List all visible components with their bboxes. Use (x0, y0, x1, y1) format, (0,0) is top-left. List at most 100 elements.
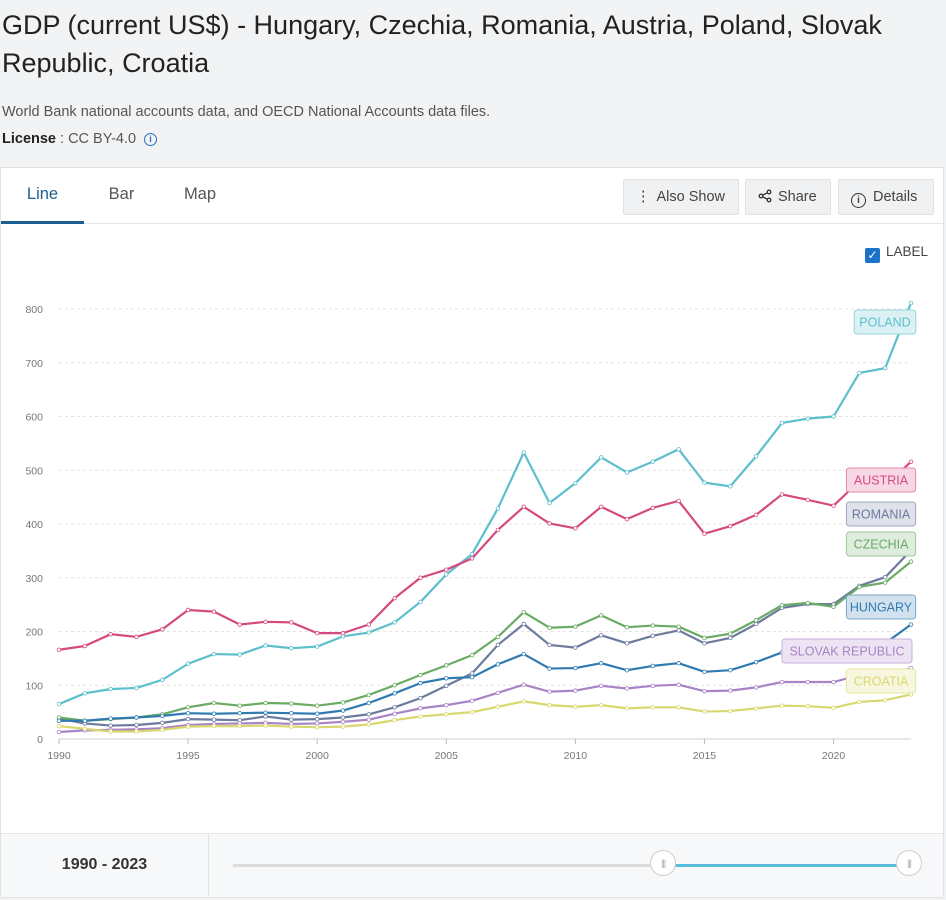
license-value: : CC BY-4.0 (56, 131, 137, 147)
data-point (882, 575, 888, 580)
data-point (289, 717, 294, 722)
data-point (495, 634, 501, 640)
data-point (702, 669, 707, 675)
data-point (753, 512, 759, 518)
share-button[interactable]: Share (745, 179, 831, 215)
data-point (702, 480, 707, 485)
data-point (289, 620, 294, 625)
data-point (160, 713, 165, 719)
chart-card: Line Bar Map ⋮ Also Show Share i Details ✓… (0, 167, 944, 898)
data-point (82, 726, 88, 731)
data-point (831, 414, 836, 419)
tab-bar[interactable]: Bar (108, 185, 135, 203)
data-point (547, 500, 552, 506)
data-point (805, 600, 810, 606)
data-point (779, 703, 785, 708)
label-toggle[interactable]: ✓ LABEL (865, 244, 928, 263)
data-point (753, 685, 759, 690)
data-point (134, 722, 139, 728)
info-icon[interactable]: i (144, 133, 158, 146)
y-tick-label: 800 (25, 304, 43, 316)
data-point (289, 711, 294, 716)
data-point (547, 642, 552, 648)
data-point (134, 685, 139, 691)
data-point (444, 567, 449, 572)
data-point (289, 724, 294, 729)
data-point (263, 619, 268, 625)
data-point (495, 704, 501, 709)
data-point (108, 729, 113, 734)
data-point (702, 531, 707, 536)
data-point (547, 702, 552, 708)
data-point (340, 715, 346, 720)
data-point (392, 595, 397, 601)
data-point (263, 714, 268, 719)
data-point (392, 717, 397, 723)
data-point (469, 671, 475, 676)
data-point (805, 679, 810, 685)
x-tick-label: 1990 (47, 750, 71, 762)
data-point (366, 712, 372, 717)
label-checkbox[interactable]: ✓ (865, 248, 880, 263)
y-tick-label: 500 (25, 465, 43, 477)
data-point (728, 668, 733, 673)
range-start-handle[interactable]: ||| (650, 850, 677, 876)
data-point (779, 679, 785, 685)
data-point (185, 705, 191, 710)
data-point (702, 641, 707, 646)
data-point (495, 690, 501, 695)
data-point (211, 717, 217, 722)
license-line: License : CC BY-4.0 i (2, 131, 158, 147)
data-point (805, 497, 810, 503)
data-point (237, 723, 242, 729)
data-point (650, 623, 656, 628)
series-end-label-box (781, 638, 913, 664)
data-point (392, 705, 397, 710)
data-point (857, 370, 862, 376)
series-end-label-box (845, 594, 917, 620)
data-point (521, 699, 526, 704)
data-point (521, 450, 526, 455)
series-end-label-box (845, 668, 917, 694)
data-point (753, 454, 759, 459)
data-point (444, 712, 449, 717)
tab-line[interactable]: Line (1, 168, 84, 224)
data-point (831, 604, 836, 609)
y-tick-label: 700 (25, 358, 43, 370)
data-point (392, 620, 397, 625)
tab-map[interactable]: Map (183, 185, 217, 203)
data-point (340, 700, 346, 705)
data-point (56, 718, 62, 723)
share-icon (758, 180, 772, 214)
data-point (857, 699, 862, 705)
data-point (263, 643, 268, 648)
data-point (521, 682, 526, 687)
data-point (56, 647, 62, 652)
data-point (185, 711, 191, 716)
data-point (908, 300, 914, 306)
data-point (314, 630, 320, 636)
data-point (366, 622, 372, 627)
data-point (185, 607, 191, 613)
range-slider-track[interactable] (233, 864, 909, 867)
data-point (185, 724, 191, 729)
range-end-handle[interactable]: ||| (896, 850, 922, 876)
series-end-label: HUNGARY (850, 601, 913, 615)
data-point (134, 729, 139, 734)
data-point (56, 729, 62, 735)
also-show-button[interactable]: ⋮ Also Show (623, 179, 739, 215)
data-point (728, 484, 733, 489)
details-button[interactable]: i Details (838, 179, 934, 215)
kebab-icon: ⋮ (636, 189, 651, 205)
x-tick-label: 2000 (306, 750, 330, 762)
data-point (573, 665, 578, 671)
data-point (418, 680, 423, 686)
data-point (263, 710, 268, 715)
data-point (702, 688, 707, 694)
data-point (314, 703, 320, 708)
series-end-label: AUSTRIA (854, 474, 909, 488)
data-point (160, 720, 165, 726)
data-point (753, 618, 759, 623)
data-point (573, 480, 578, 486)
data-point (444, 663, 449, 668)
